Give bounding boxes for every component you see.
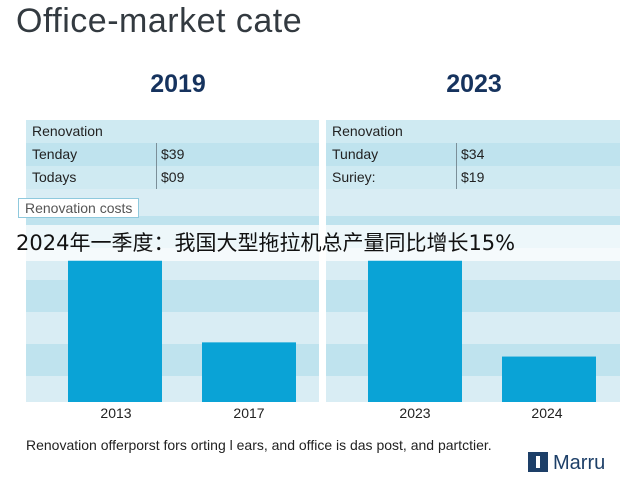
caption-text: Renovation offerporst fors orting l ears… [26, 437, 492, 453]
x-tick-label: 2024 [531, 405, 563, 421]
table-header: Renovation [32, 123, 103, 139]
brand-logo: Marru [528, 452, 605, 475]
logo-square-icon [528, 452, 548, 472]
page-title: Office-market cate [16, 2, 303, 40]
x-tick-label: 2023 [399, 405, 431, 421]
chart-panel-left: Renovation Tenday $39 Todays $09 [26, 120, 319, 402]
table-header-row: Renovation [26, 120, 319, 143]
row-value: $39 [156, 143, 184, 166]
table-row: Tenday $39 [26, 143, 319, 166]
chart-title-left: 2019 [150, 70, 206, 98]
table-header-row: Renovation [326, 120, 620, 143]
row-value: $19 [456, 166, 484, 189]
row-label: Todays [32, 169, 77, 185]
row-value: $09 [156, 166, 184, 189]
table-row: Todays $09 [26, 166, 319, 189]
row-value: $34 [456, 143, 484, 166]
bar-2013 [68, 260, 162, 402]
overlay-headline: 2024年一季度：我国大型拖拉机总产量同比增长15% [0, 225, 640, 261]
x-tick-label: 2017 [233, 405, 265, 421]
brand-name: Marru [553, 452, 606, 474]
chart-panel-right: Renovation Tunday $34 Suriey: $19 [326, 120, 620, 402]
legend-label: Renovation costs [18, 198, 140, 218]
bar-2024 [502, 356, 596, 402]
bar-2023 [368, 260, 462, 402]
row-label: Tunday [332, 146, 379, 162]
chart-title-right: 2023 [446, 70, 502, 98]
table-row: Suriey: $19 [326, 166, 620, 189]
table-header: Renovation [332, 123, 403, 139]
x-tick-label: 2013 [100, 405, 132, 421]
table-row: Tunday $34 [326, 143, 620, 166]
bar-2017 [202, 342, 296, 402]
row-label: Tenday [32, 146, 78, 162]
row-label: Suriey: [332, 169, 376, 185]
